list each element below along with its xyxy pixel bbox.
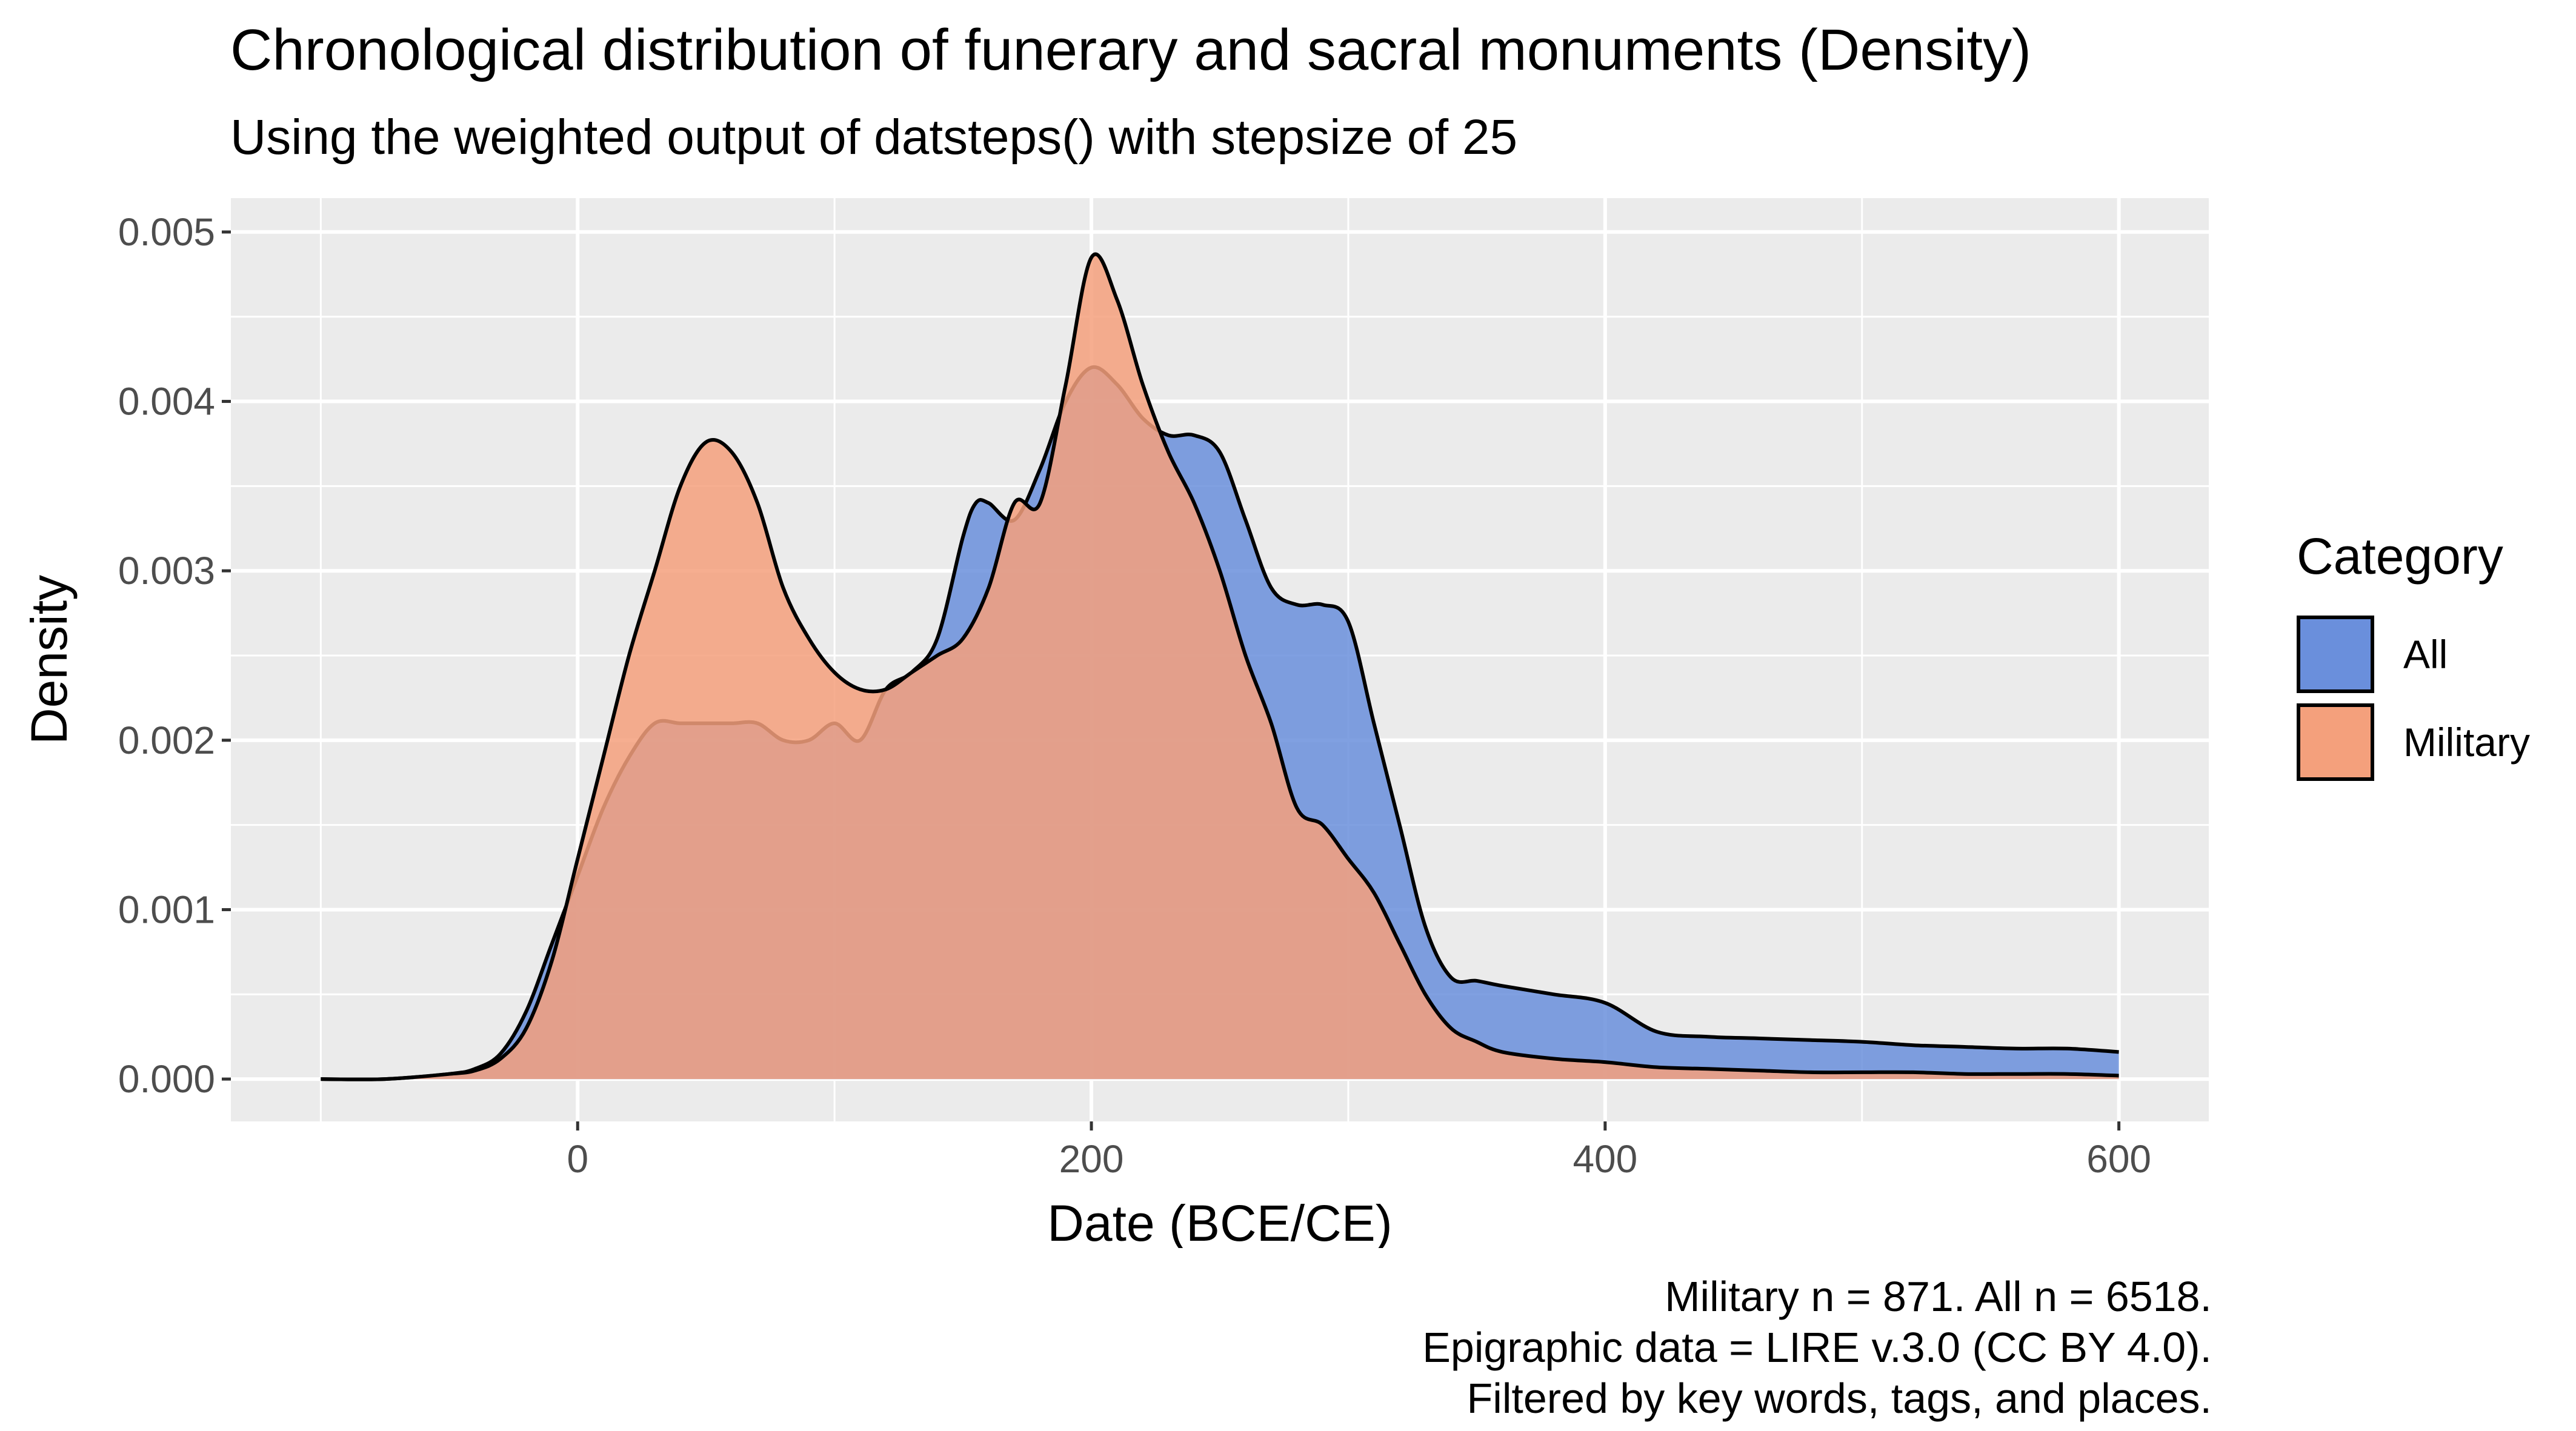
y-tick-label: 0.000: [118, 1057, 215, 1101]
caption-line-3: Filtered by key words, tags, and places.: [1466, 1375, 2212, 1422]
series-layer: [321, 252, 2119, 1081]
legend-item-military: Military: [2297, 698, 2530, 786]
x-axis-title: Date (BCE/CE): [1047, 1195, 1392, 1248]
y-axis-title: Density: [21, 575, 78, 745]
density-chart: 0 200 400 600 0.000 0.001 0.002 0.003 0.004 0.005…: [21, 198, 2209, 1248]
chart-title: Chronological distribution of funerary a…: [230, 18, 2032, 82]
tick-labels: 0 200 400 600 0.000 0.001 0.002 0.003 0.004 0.005: [118, 210, 2151, 1181]
x-tick-label: 200: [1059, 1137, 1124, 1181]
legend-title: Category: [2297, 528, 2503, 585]
density-line-military: [321, 252, 2119, 1081]
caption: Military n = 871. All n = 6518. Epigraph…: [1422, 1271, 2212, 1424]
legend-swatch-all: [2297, 615, 2374, 693]
legend-swatch-military: [2297, 703, 2374, 781]
legend: Category All Military: [2297, 527, 2530, 786]
legend-label-military: Military: [2403, 719, 2530, 765]
chart-subtitle: Using the weighted output of datsteps() …: [230, 110, 1518, 165]
y-tick-label: 0.005: [118, 210, 215, 254]
x-tick-label: 600: [2086, 1137, 2151, 1181]
y-tick-label: 0.002: [118, 719, 215, 762]
x-tick-label: 0: [567, 1137, 588, 1181]
legend-label-all: All: [2403, 631, 2448, 677]
legend-item-all: All: [2297, 610, 2530, 698]
caption-line-1: Military n = 871. All n = 6518.: [1665, 1273, 2212, 1320]
axis-ticks: [222, 230, 2121, 1131]
y-tick-label: 0.003: [118, 549, 215, 593]
y-tick-label: 0.004: [118, 380, 215, 423]
y-tick-label: 0.001: [118, 888, 215, 931]
x-tick-label: 400: [1573, 1137, 1637, 1181]
caption-line-2: Epigraphic data = LIRE v.3.0 (CC BY 4.0)…: [1422, 1324, 2212, 1371]
density-area-military: [321, 254, 2119, 1080]
